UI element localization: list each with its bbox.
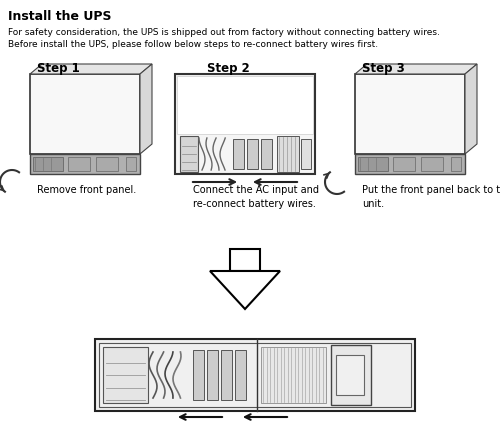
Polygon shape — [465, 65, 477, 155]
Bar — [33, 158, 63, 171]
Bar — [393, 158, 415, 171]
Polygon shape — [140, 65, 152, 155]
Bar — [180, 137, 198, 173]
Bar — [331, 345, 371, 405]
Bar — [355, 155, 465, 174]
Text: Before install the UPS, please follow below steps to re-connect battery wires fi: Before install the UPS, please follow be… — [8, 40, 378, 49]
Text: Install the UPS: Install the UPS — [8, 10, 112, 23]
Bar — [126, 158, 136, 171]
Bar — [175, 75, 315, 174]
Bar — [261, 347, 326, 403]
Bar — [95, 339, 415, 411]
Polygon shape — [210, 271, 280, 309]
Bar — [421, 158, 443, 171]
Text: Step 3: Step 3 — [362, 62, 405, 75]
Bar — [207, 350, 218, 400]
Bar — [235, 350, 246, 400]
Bar — [301, 140, 311, 170]
Text: Remove front panel.: Remove front panel. — [37, 184, 136, 194]
Text: Connect the AC input and
re-connect battery wires.: Connect the AC input and re-connect batt… — [193, 184, 319, 208]
Bar — [177, 77, 313, 135]
Bar — [30, 155, 140, 174]
Bar — [261, 140, 272, 170]
Bar — [68, 158, 90, 171]
Bar — [30, 75, 140, 155]
Bar — [336, 355, 364, 395]
Bar — [99, 343, 411, 407]
Bar — [358, 158, 388, 171]
Text: For safety consideration, the UPS is shipped out from factory without connecting: For safety consideration, the UPS is shi… — [8, 28, 440, 37]
Bar — [277, 137, 299, 173]
Bar — [230, 250, 260, 271]
Bar — [355, 75, 465, 155]
Bar — [451, 158, 461, 171]
Polygon shape — [355, 65, 477, 75]
Text: Put the front panel back to the
unit.: Put the front panel back to the unit. — [362, 184, 500, 208]
Bar — [221, 350, 232, 400]
Bar — [233, 140, 244, 170]
Text: Step 1: Step 1 — [37, 62, 80, 75]
Bar — [247, 140, 258, 170]
Text: Step 2: Step 2 — [207, 62, 250, 75]
Bar — [193, 350, 204, 400]
Bar — [96, 158, 118, 171]
Bar — [103, 347, 148, 403]
Polygon shape — [30, 65, 152, 75]
